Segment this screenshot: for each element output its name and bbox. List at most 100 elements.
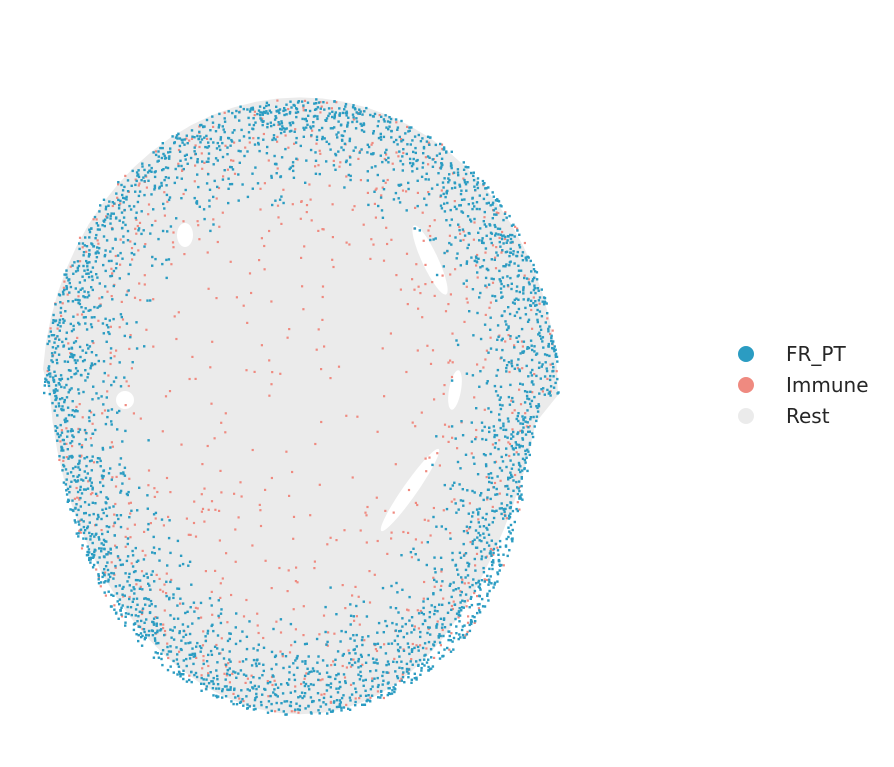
fr_pt-point [488,480,491,484]
fr_pt-point [58,294,62,297]
fr_pt-point [542,296,546,299]
immune-point [376,690,379,693]
fr_pt-point [168,157,171,160]
fr_pt-point [462,282,465,285]
fr_pt-point [456,343,460,347]
fr_pt-point [510,359,513,362]
immune-point [165,572,168,575]
fr_pt-point [519,497,523,500]
immune-point [349,665,353,668]
immune-point [524,412,527,415]
fr_pt-point [405,662,409,666]
fr_pt-point [154,511,158,515]
fr_pt-point [367,635,370,638]
fr_pt-point [320,126,324,130]
fr_pt-point [409,143,412,146]
fr_pt-point [77,392,81,395]
fr_pt-point [101,224,104,227]
fr_pt-point [477,257,480,260]
fr_pt-point [417,558,420,562]
immune-point [415,644,418,647]
fr_pt-point [141,162,144,165]
fr_pt-point [132,205,136,208]
fr_pt-point [491,203,494,206]
fr_pt-point [406,642,410,645]
immune-point [206,251,209,254]
fr_pt-point [77,388,80,391]
fr_pt-point [492,586,495,589]
fr_pt-point [517,269,521,272]
immune-point [133,296,137,299]
fr_pt-point [482,525,486,528]
immune-point [191,355,194,358]
fr_pt-point [62,449,65,452]
fr_pt-point [109,575,112,579]
fr_pt-point [138,486,141,489]
fr_pt-point [542,303,546,306]
fr_pt-point [551,370,554,373]
fr_pt-point [458,204,461,207]
fr_pt-point [51,321,55,324]
immune-point [161,590,165,593]
fr_pt-point [70,454,73,458]
immune-point [80,313,84,316]
fr_pt-point [261,113,264,116]
immune-point [139,585,142,588]
immune-point [210,500,214,503]
fr_pt-point [233,688,236,692]
fr_pt-point [109,605,113,608]
immune-point [117,556,120,559]
fr_pt-point [489,452,492,456]
immune-point [466,301,469,304]
fr_pt-point [77,523,81,526]
fr_pt-point [466,215,470,218]
fr_pt-point [88,558,91,562]
fr_pt-point [464,453,468,456]
fr_pt-point [119,199,122,203]
fr_pt-point [512,250,515,253]
fr_pt-point [465,189,468,192]
fr_pt-point [133,587,136,591]
fr_pt-point [519,269,523,272]
immune-point [448,234,451,237]
fr_pt-point [521,457,525,460]
immune-point [427,627,430,631]
fr_pt-point [465,525,469,528]
immune-point [276,204,280,207]
fr_pt-point [382,118,386,121]
fr_pt-point [536,320,539,324]
fr_pt-point [412,157,415,161]
fr_pt-point [195,200,199,203]
immune-point [305,204,309,207]
fr_pt-point [167,258,171,261]
fr_pt-point [267,700,271,703]
immune-point [429,234,432,238]
fr_pt-point [496,254,499,257]
fr_pt-point [512,479,515,482]
fr_pt-point [421,622,425,626]
fr_pt-point [289,166,292,169]
fr_pt-point [530,358,534,362]
fr_pt-point [112,577,115,580]
fr_pt-point [151,629,154,633]
fr_pt-point [112,505,115,508]
fr_pt-point [109,214,112,217]
fr_pt-point [250,664,254,667]
fr_pt-point [63,360,67,363]
fr_pt-point [439,142,442,146]
fr_pt-point [508,516,512,519]
fr_pt-point [47,368,51,372]
immune-point [218,509,221,512]
fr_pt-point [483,323,487,326]
fr_pt-point [539,377,542,380]
fr_pt-point [377,683,380,687]
immune-point [345,666,348,669]
fr_pt-point [535,405,538,408]
fr_pt-point [522,289,525,292]
fr_pt-point [168,598,171,601]
immune-point [111,272,114,275]
immune-point [546,317,549,320]
fr_pt-point [517,461,521,465]
fr_pt-point [361,636,364,639]
fr_pt-point [262,669,265,673]
